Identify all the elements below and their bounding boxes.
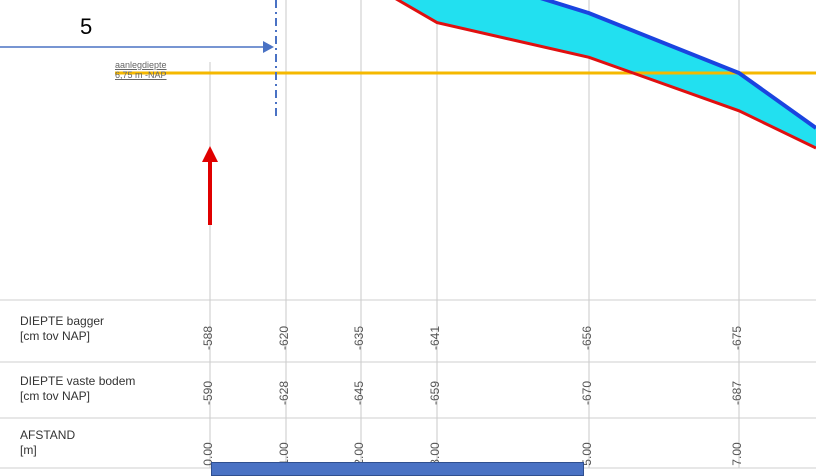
dredge-depth-value: -656: [580, 325, 594, 351]
row-label-bottom: DIEPTE vaste bodem [cm tov NAP]: [20, 374, 135, 404]
dredge-depth-value: -588: [201, 325, 215, 351]
bottom-depth-value: -659: [428, 380, 442, 406]
design-depth-label: aanlegdiepte 6,75 m -NAP: [115, 60, 167, 80]
dredge-depth-value: -635: [352, 325, 366, 351]
bottom-depth-value: -628: [277, 380, 291, 406]
dredge-depth-value: -641: [428, 325, 442, 351]
row-title-bottom: DIEPTE vaste bodem: [20, 374, 136, 388]
pointer-arrowhead-icon: [263, 41, 274, 53]
row-title-dredge: DIEPTE bagger: [20, 314, 105, 328]
annotation-number: 5: [80, 14, 93, 39]
bottom-depth-value: -590: [201, 380, 215, 406]
row-unit-bottom: [cm tov NAP]: [20, 389, 91, 403]
row-title-distance: AFSTAND: [20, 428, 76, 442]
design-depth-label-value: 6,75 m -NAP: [115, 70, 167, 80]
bottom-depth-value: -670: [580, 380, 594, 406]
design-depth-label-title: aanlegdiepte: [115, 60, 167, 70]
dredge-depth-value: -620: [277, 325, 291, 351]
bottom-depth-value: -687: [730, 380, 744, 406]
row-label-distance: AFSTAND [m]: [20, 428, 75, 458]
bottom-depth-line: [395, 0, 816, 150]
row-unit-distance: [m]: [20, 443, 37, 457]
distance-value: 7.00: [730, 442, 744, 466]
row-unit-dredge: [cm tov NAP]: [20, 329, 91, 343]
highlight-box: [211, 462, 584, 476]
bottom-depth-value: -645: [352, 380, 366, 406]
red-up-arrow-icon: [202, 146, 218, 162]
dredge-depth-line: [540, 0, 816, 130]
dredge-depth-value: -675: [730, 325, 744, 351]
row-label-dredge: DIEPTE bagger [cm tov NAP]: [20, 314, 104, 344]
